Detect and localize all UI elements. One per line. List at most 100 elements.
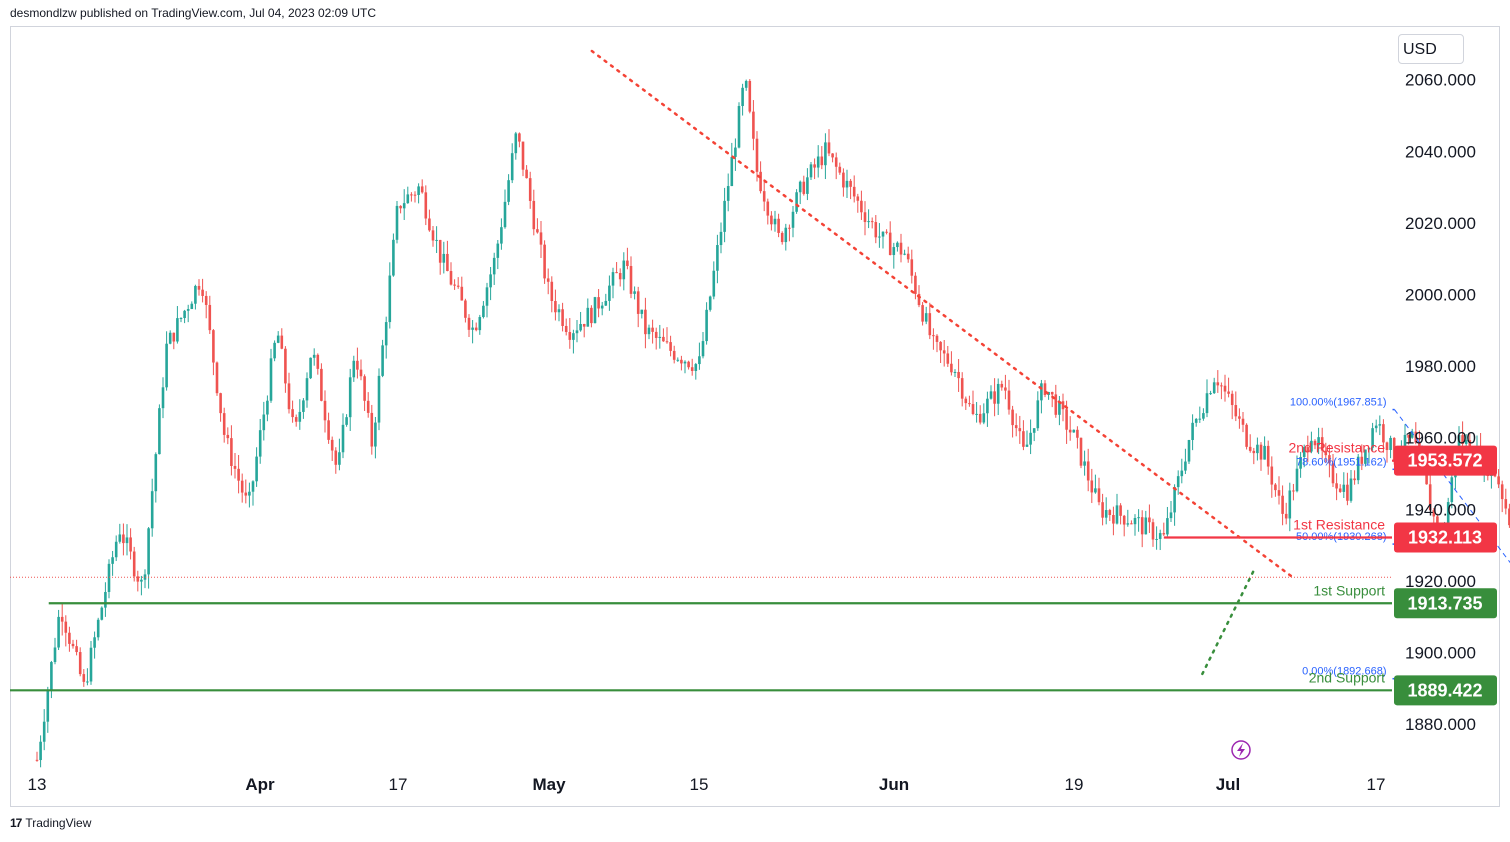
candle-body — [1061, 401, 1065, 410]
candle-body — [327, 420, 330, 440]
candle-body — [1072, 429, 1076, 433]
candle-body — [748, 80, 752, 112]
candle-body — [1302, 447, 1306, 457]
candle-body — [456, 285, 460, 287]
candle-body — [489, 274, 492, 288]
chart-frame[interactable] — [10, 26, 1500, 807]
candle-body — [1342, 484, 1346, 492]
candle-body — [1320, 437, 1324, 451]
candle-body — [1281, 495, 1284, 514]
candle-body — [978, 413, 982, 423]
candle-body — [780, 232, 784, 243]
candle-body — [492, 257, 496, 275]
level-name: 1st Support — [1313, 582, 1385, 598]
candle-body — [1385, 442, 1389, 451]
candle-body — [888, 232, 892, 256]
lightning-icon[interactable] — [1231, 740, 1251, 760]
candle-body — [1248, 446, 1252, 451]
candle-body — [194, 285, 197, 304]
candle-body — [78, 652, 82, 675]
candle-body — [186, 309, 190, 311]
level-price-value: 1913.735 — [1407, 593, 1482, 613]
candle-body — [669, 342, 672, 351]
candle-body — [330, 439, 334, 451]
candle-body — [1256, 444, 1259, 454]
candle-body — [1018, 428, 1022, 432]
candle-body — [824, 142, 827, 166]
publisher-line: desmondlzw published on TradingView.com,… — [10, 6, 376, 20]
candle-body — [71, 643, 75, 647]
candle-body — [1288, 490, 1292, 519]
candle-body — [316, 354, 320, 369]
candle-body — [881, 231, 885, 237]
candle-body — [608, 285, 611, 301]
candle-body — [838, 166, 842, 173]
candle-body — [392, 239, 395, 276]
candle-body — [615, 272, 618, 274]
candle-body — [197, 285, 201, 290]
candle-body — [975, 413, 978, 415]
candle-body — [179, 318, 183, 320]
candle-body — [935, 335, 939, 342]
candle-body — [154, 454, 158, 492]
candle-body — [64, 621, 68, 633]
candle-body — [233, 465, 237, 469]
candle-body — [309, 357, 312, 379]
candle-body — [89, 647, 93, 682]
candle-body — [1169, 512, 1173, 519]
candle-body — [114, 541, 118, 558]
candle-body — [1425, 469, 1428, 485]
candle-body — [611, 272, 615, 286]
price-tick-label: 2060.000 — [1405, 71, 1476, 90]
candle-body — [1058, 401, 1061, 415]
candle-body — [1389, 437, 1392, 451]
candle-body — [352, 360, 356, 378]
candle-body — [348, 377, 352, 418]
candle-body — [240, 480, 244, 493]
candle-body — [690, 367, 694, 371]
candle-body — [1234, 405, 1238, 417]
candle-body — [1144, 517, 1148, 535]
candle-body — [35, 759, 39, 761]
candle-body — [680, 359, 683, 364]
candle-body — [734, 147, 737, 157]
candle-body — [96, 619, 100, 638]
candle-body — [460, 286, 464, 301]
candle-body — [629, 266, 633, 294]
candle-body — [665, 341, 669, 343]
uptrend-line — [1201, 565, 1257, 676]
candle-body — [334, 450, 338, 465]
candle-body — [140, 579, 143, 582]
candle-body — [719, 231, 723, 246]
candle-body — [165, 343, 168, 388]
candle-body — [798, 181, 802, 193]
candle-body — [1151, 522, 1155, 540]
candle-body — [518, 133, 521, 142]
candle-body — [726, 186, 730, 201]
candle-body — [816, 156, 820, 168]
candle-body — [1148, 517, 1151, 523]
candle-body — [1166, 518, 1169, 535]
time-tick-label: Jun — [879, 775, 909, 794]
candle-body — [1194, 418, 1198, 423]
candle-body — [1461, 435, 1464, 444]
candle-body — [474, 327, 478, 331]
candle-body — [190, 303, 194, 310]
candle-body — [766, 201, 770, 216]
candle-body — [903, 253, 906, 255]
candle-body — [874, 222, 878, 238]
currency-selector[interactable]: USD — [1398, 34, 1464, 64]
candle-body — [1173, 487, 1176, 513]
candle-body — [996, 383, 1000, 404]
candle-body — [1065, 409, 1068, 430]
candle-body — [118, 534, 122, 542]
candle-body — [590, 307, 593, 324]
candle-body — [503, 201, 507, 228]
candle-body — [1245, 424, 1248, 447]
candle-body — [827, 142, 831, 154]
candle-body — [107, 563, 111, 592]
time-tick-label: 17 — [1367, 775, 1386, 794]
candle-body — [478, 317, 482, 331]
candle-body — [215, 362, 219, 394]
